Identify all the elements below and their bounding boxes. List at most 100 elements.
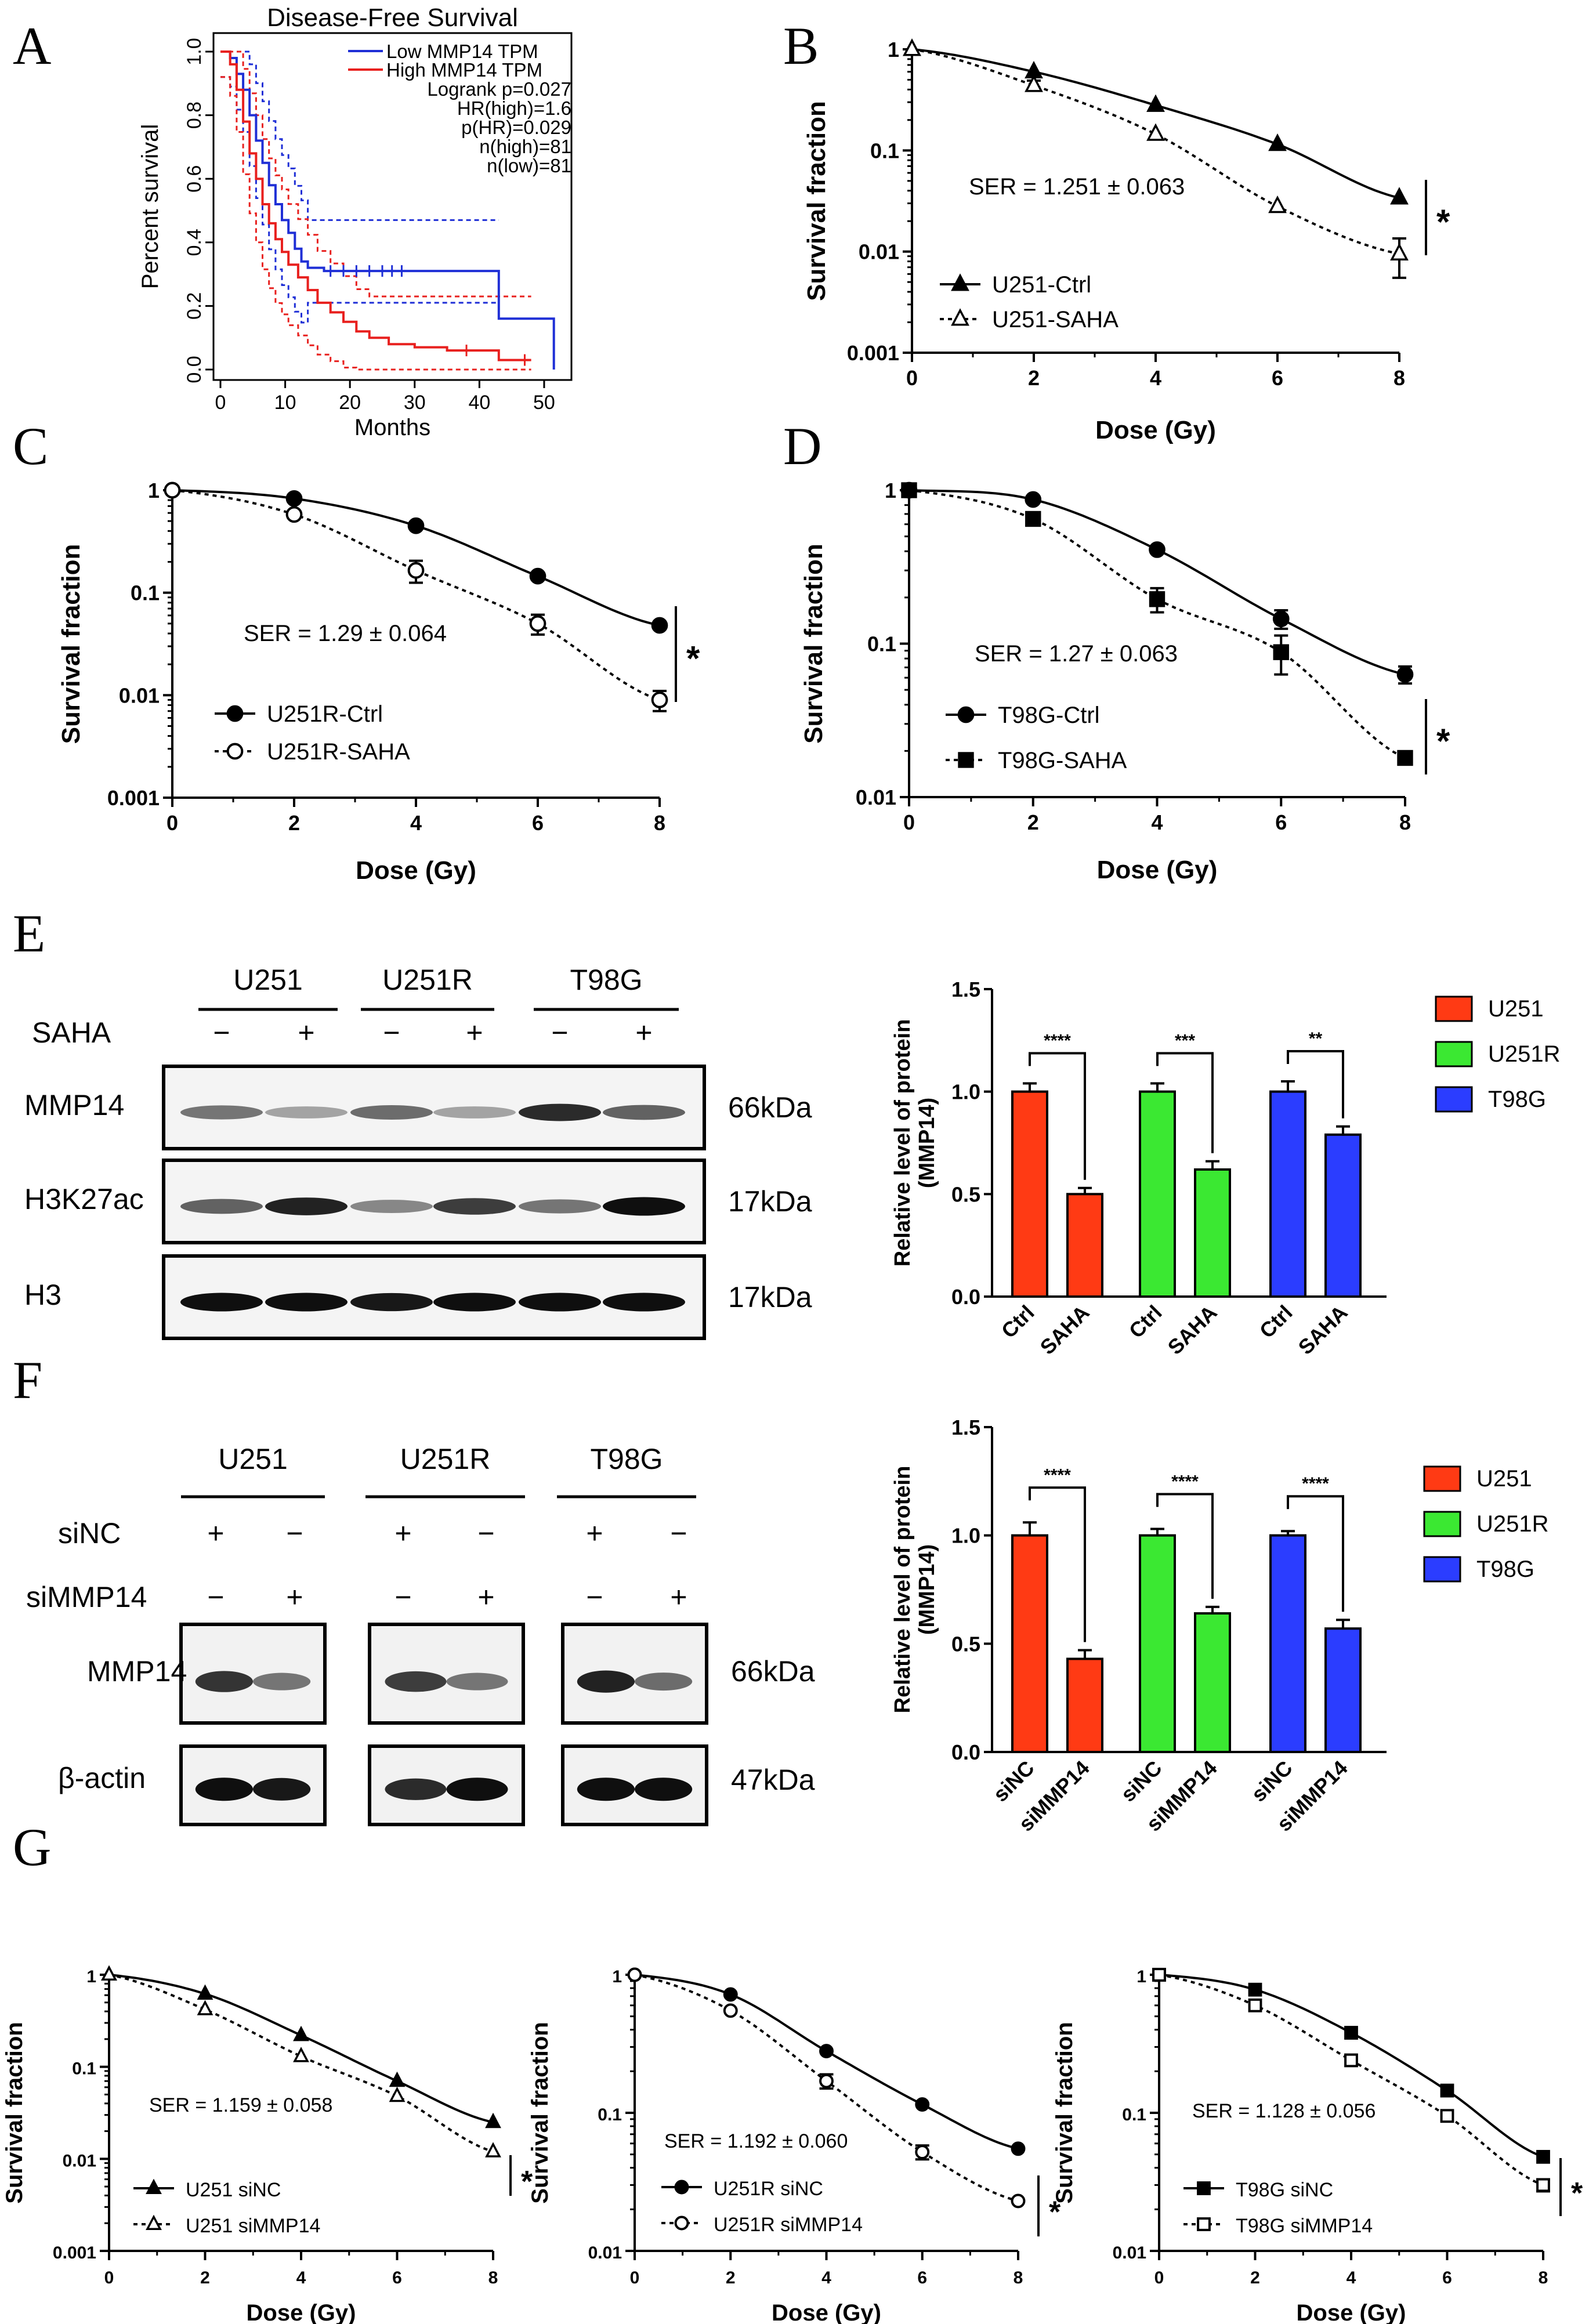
y-tick-label: 0.0 bbox=[951, 1740, 980, 1764]
y-tick-label: 0.5 bbox=[951, 1632, 980, 1656]
molecular-weight: 66kDa bbox=[731, 1655, 815, 1688]
x-axis-title: Dose (Gy) bbox=[772, 2300, 881, 2324]
significance-star: * bbox=[1049, 2196, 1061, 2229]
y-axis-title: (MMP14) bbox=[915, 1098, 939, 1188]
significance-bracket bbox=[1156, 1493, 1214, 1599]
western-blot-E: U251 U251R T98G SAHA − + − + − + MMP14 66kDa H3K27ac… bbox=[24, 964, 812, 1340]
x-axis-title: Dose (Gy) bbox=[247, 2300, 356, 2324]
bar bbox=[1269, 1534, 1306, 1754]
x-tick-label: 2 bbox=[726, 2268, 736, 2287]
blot-frame bbox=[179, 1623, 327, 1725]
data-point bbox=[1146, 123, 1165, 141]
y-tick-label: 0.8 bbox=[183, 102, 205, 129]
y-tick-label: 1.0 bbox=[951, 1080, 980, 1104]
molecular-weight: 17kDa bbox=[728, 1185, 812, 1218]
x-tick-label: 4 bbox=[410, 811, 422, 835]
bar-chart-F: 0.0 0.5 1.0 1.5 Relative level of protein (MM… bbox=[891, 1416, 1549, 1836]
y-tick-label: 0.001 bbox=[107, 786, 160, 810]
y-tick-label: 0.01 bbox=[1113, 2243, 1146, 2263]
legend-label: U251R siMMP14 bbox=[714, 2214, 863, 2236]
bar bbox=[1011, 1534, 1048, 1754]
x-tick-label: 6 bbox=[392, 2268, 402, 2287]
blot-row-label: β-actin bbox=[58, 1762, 146, 1794]
significance-star: * bbox=[521, 2165, 533, 2199]
category-label: Ctrl bbox=[1255, 1301, 1297, 1343]
molecular-weight: 17kDa bbox=[728, 1281, 812, 1313]
data-point bbox=[674, 2216, 689, 2231]
cell-line-label: U251 bbox=[218, 1443, 288, 1475]
legend-label: U251-Ctrl bbox=[992, 272, 1091, 298]
fit-curve bbox=[172, 489, 660, 701]
data-point bbox=[915, 2145, 930, 2160]
simmp14-label: siMMP14 bbox=[26, 1581, 147, 1613]
blot-frame bbox=[561, 1623, 708, 1725]
data-point bbox=[957, 706, 975, 723]
legend-label: U251 bbox=[1476, 1466, 1532, 1492]
bar bbox=[1066, 1193, 1103, 1298]
significance-star: * bbox=[686, 639, 700, 678]
x-tick-label: 6 bbox=[1275, 810, 1287, 834]
data-point bbox=[407, 517, 425, 534]
protein-band bbox=[385, 1671, 447, 1692]
x-tick-label: 0 bbox=[215, 392, 226, 414]
data-point bbox=[951, 308, 969, 326]
simmp14-sign: + bbox=[477, 1581, 494, 1613]
data-point bbox=[1025, 511, 1041, 527]
category-label: siNC bbox=[989, 1756, 1039, 1807]
y-tick-label: 0.01 bbox=[856, 785, 896, 809]
x-tick-label: 4 bbox=[1150, 366, 1161, 390]
data-point bbox=[1025, 491, 1042, 508]
data-point bbox=[485, 2112, 501, 2128]
data-point bbox=[819, 2044, 834, 2059]
survival-chart-G1: 0.001 0.01 0.1 1 0 2 4 6 8 Dose (Gy) Survival frac… bbox=[2, 1965, 533, 2324]
protein-band bbox=[180, 1105, 263, 1120]
y-axis-title: Survival fraction bbox=[527, 2022, 553, 2203]
data-point bbox=[1146, 94, 1165, 112]
sinc-sign: − bbox=[670, 1517, 687, 1550]
legend-label: U251-SAHA bbox=[992, 307, 1119, 332]
cell-line-label: U251R bbox=[400, 1443, 491, 1475]
data-point bbox=[1197, 2181, 1211, 2195]
cell-line-label: T98G bbox=[590, 1443, 663, 1475]
data-point bbox=[389, 2071, 406, 2087]
cell-line-label: U251 bbox=[233, 964, 303, 996]
survival-chart-B: 0.001 0.01 0.1 1 0 2 4 6 8 Dose (Gy) Survival frac… bbox=[802, 38, 1450, 444]
y-tick-label: 0.5 bbox=[951, 1182, 980, 1206]
y-tick-label: 0.001 bbox=[53, 2243, 96, 2263]
protein-band bbox=[253, 1673, 311, 1690]
sinc-sign: − bbox=[286, 1517, 303, 1550]
sinc-sign: + bbox=[394, 1517, 411, 1550]
data-point bbox=[651, 617, 668, 634]
protein-band bbox=[603, 1197, 685, 1216]
panel-label-A: A bbox=[13, 16, 51, 75]
y-tick-label: 0.1 bbox=[1122, 2105, 1146, 2124]
legend-label: T98G-Ctrl bbox=[998, 703, 1100, 728]
low-ci-upper bbox=[220, 50, 499, 221]
protein-band bbox=[265, 1197, 348, 1215]
y-axis-title: Percent survival bbox=[137, 124, 163, 289]
y-tick-label: 0.1 bbox=[867, 632, 896, 656]
legend-swatch bbox=[1423, 1465, 1461, 1492]
category-label: SAHA bbox=[1294, 1301, 1352, 1359]
simmp14-sign: + bbox=[670, 1581, 687, 1613]
sinc-sign: + bbox=[586, 1517, 603, 1550]
x-tick-label: 4 bbox=[821, 2268, 831, 2287]
sinc-label: siNC bbox=[58, 1517, 121, 1550]
significance-bracket bbox=[1029, 1486, 1086, 1642]
y-tick-label: 0.6 bbox=[183, 165, 205, 193]
x-tick-label: 6 bbox=[532, 811, 544, 835]
x-tick-label: 6 bbox=[1272, 366, 1283, 390]
legend-swatch bbox=[1435, 1086, 1473, 1113]
y-tick-label: 1.5 bbox=[951, 1416, 980, 1439]
category-label: siNC bbox=[1247, 1756, 1297, 1807]
significance-bracket bbox=[1156, 1052, 1214, 1153]
panel-label-C: C bbox=[13, 417, 48, 476]
legend-label: U251R bbox=[1488, 1041, 1561, 1067]
protein-band bbox=[195, 1778, 253, 1801]
blot-row-label: MMP14 bbox=[24, 1089, 124, 1121]
survival-chart-G3: 0.01 0.1 1 0 2 4 6 8 Dose (Gy) Survival fraction T… bbox=[1052, 1967, 1583, 2324]
data-point bbox=[1536, 2178, 1550, 2192]
protein-band bbox=[350, 1105, 433, 1120]
ser-annotation: SER = 1.128 ± 0.056 bbox=[1192, 2100, 1376, 2122]
x-axis-title: Dose (Gy) bbox=[1297, 2300, 1406, 2324]
